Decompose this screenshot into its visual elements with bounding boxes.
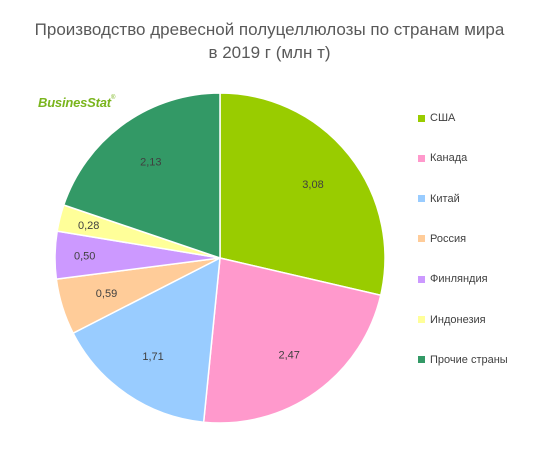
legend-swatch-0: [418, 114, 425, 122]
legend-item-2: Китай: [418, 191, 460, 207]
pie-slice-0: [219, 92, 386, 297]
chart-title-block: Производство древесной полуцеллюлозы по …: [0, 18, 539, 64]
data-label-4: 0,50: [74, 251, 95, 263]
pie-slices: [54, 92, 386, 424]
legend-item-5: Индонезия: [418, 312, 486, 328]
legend-label-6: Прочие страны: [430, 353, 508, 366]
logo-text: BusinesStat: [38, 95, 111, 110]
pie-data-labels: 3,08 2,47 1,71 0,59 0,50 0,28 2,13: [74, 156, 324, 363]
legend-label-2: Китай: [430, 192, 460, 205]
legend-label-0: США: [430, 112, 456, 124]
data-label-2: 1,71: [142, 351, 163, 363]
pie-slice-2: [72, 256, 221, 424]
chart-title: Производство древесной полуцеллюлозы по …: [34, 20, 505, 39]
legend-label-3: Россия: [430, 232, 467, 245]
chart-subtitle: в 2019 г (млн т): [208, 43, 331, 62]
legend-swatch-4: [418, 275, 425, 283]
legend-item-6: Прочие страны: [418, 352, 508, 368]
legend-label-4: Финляндия: [430, 273, 488, 286]
legend-swatch-5: [418, 316, 425, 323]
pie-slice-6: [62, 92, 221, 260]
legend-item-1: Канада: [418, 150, 467, 166]
legend-swatch-6: [418, 356, 425, 364]
data-label-6: 2,13: [140, 156, 161, 168]
legend-swatch-1: [418, 154, 425, 162]
legend-label-1: Канада: [430, 152, 468, 165]
data-label-1: 2,47: [278, 350, 299, 362]
data-label-5: 0,28: [78, 220, 99, 232]
legend-label-5: Индонезия: [430, 313, 486, 326]
legend-swatch-2: [418, 195, 425, 203]
legend-item-4: Финляндия: [418, 271, 488, 287]
legend-item-0: США: [418, 110, 455, 126]
logo-registered-mark: ®: [110, 95, 116, 101]
legend-item-3: Россия: [418, 231, 466, 247]
businesstat-logo: BusinesStat®: [38, 95, 115, 110]
data-label-3: 0,59: [96, 288, 117, 300]
pie-slice-1: [202, 257, 382, 424]
data-label-0: 3,08: [302, 179, 323, 191]
legend-swatch-3: [418, 235, 425, 243]
